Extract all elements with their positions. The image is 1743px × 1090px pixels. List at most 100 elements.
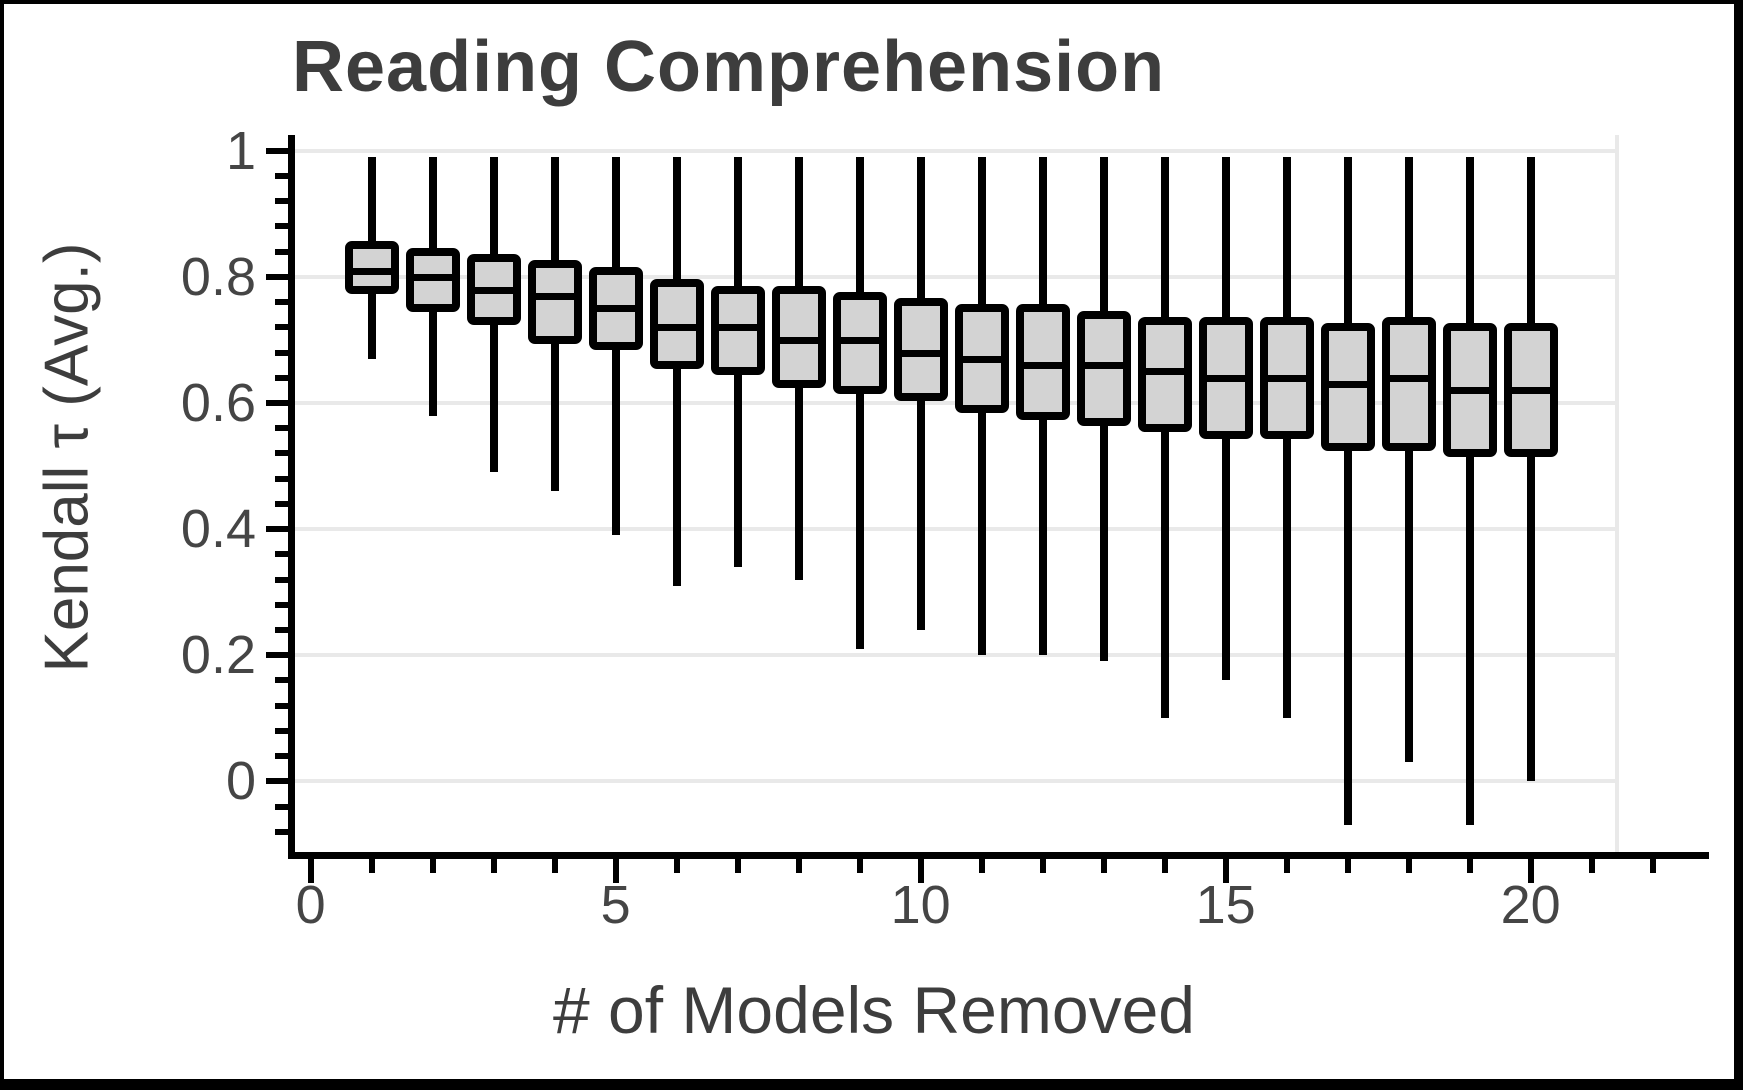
y-minor-tick xyxy=(275,828,288,835)
y-minor-tick xyxy=(275,601,288,608)
y-minor-tick xyxy=(275,475,288,482)
x-minor-tick xyxy=(1100,859,1107,873)
box-median-line xyxy=(960,355,1003,363)
y-minor-tick xyxy=(275,753,288,760)
x-minor-tick xyxy=(1466,859,1473,873)
box-median-line xyxy=(1326,381,1369,389)
panel-right-edge xyxy=(1615,135,1619,856)
x-minor-tick xyxy=(734,859,741,873)
x-minor-tick xyxy=(490,859,497,873)
y-major-tick xyxy=(266,147,288,154)
y-minor-tick xyxy=(275,198,288,205)
y-minor-tick xyxy=(275,551,288,558)
y-minor-tick xyxy=(275,576,288,583)
y-minor-tick xyxy=(275,702,288,709)
gridline-y xyxy=(292,527,1618,532)
x-minor-tick xyxy=(1283,859,1290,873)
x-minor-tick xyxy=(1039,859,1046,873)
y-major-tick xyxy=(266,526,288,533)
x-minor-tick xyxy=(1344,859,1351,873)
x-minor-tick xyxy=(673,859,680,873)
x-minor-tick xyxy=(551,859,558,873)
box-median-line xyxy=(1387,374,1430,382)
y-minor-tick xyxy=(275,299,288,306)
y-axis-spine xyxy=(288,135,295,856)
x-major-tick xyxy=(1222,859,1229,883)
box-median-line xyxy=(1448,387,1491,395)
y-minor-tick xyxy=(275,173,288,180)
x-minor-tick xyxy=(978,859,985,873)
y-tick-label: 1 xyxy=(225,120,256,181)
x-tick-label: 10 xyxy=(890,875,951,935)
x-major-tick xyxy=(1527,859,1534,883)
box-median-line xyxy=(838,336,881,344)
y-major-tick xyxy=(266,273,288,280)
y-tick-label: 0.6 xyxy=(180,373,256,433)
box-median-line xyxy=(777,336,820,344)
box-iqr xyxy=(771,285,826,389)
y-tick-label: 0.2 xyxy=(180,625,256,686)
x-major-tick xyxy=(917,859,924,883)
gridline-y xyxy=(292,653,1618,658)
gridline-y xyxy=(292,274,1618,279)
y-major-tick xyxy=(266,400,288,406)
box-median-line xyxy=(350,267,393,275)
x-minor-tick xyxy=(429,859,436,873)
y-minor-tick xyxy=(275,248,288,255)
x-minor-tick xyxy=(1588,859,1595,873)
box-whisker xyxy=(1160,157,1169,719)
box-whisker xyxy=(1465,157,1474,826)
x-minor-tick xyxy=(1405,859,1412,873)
y-minor-tick xyxy=(275,803,288,810)
y-minor-tick xyxy=(275,223,288,230)
x-tick-label: 15 xyxy=(1195,875,1256,935)
box-whisker xyxy=(672,157,681,586)
gridline-y xyxy=(292,148,1618,153)
y-minor-tick xyxy=(275,500,288,507)
x-tick-label: 0 xyxy=(295,875,326,935)
box-median-line xyxy=(655,324,698,332)
y-major-tick xyxy=(266,652,288,659)
chart-title: Reading Comprehension xyxy=(292,27,1166,107)
y-minor-tick xyxy=(275,626,288,633)
y-tick-label: 0 xyxy=(225,751,256,812)
x-minor-tick xyxy=(856,859,863,873)
y-tick-label: 0.4 xyxy=(180,499,256,560)
gridline-y xyxy=(292,779,1618,784)
box-median-line xyxy=(1143,368,1186,376)
x-axis-label: # of Models Removed xyxy=(553,973,1195,1047)
box-whisker xyxy=(1404,157,1413,763)
x-tick-label: 20 xyxy=(1500,875,1561,935)
x-tick-label: 5 xyxy=(600,875,631,935)
box-median-line xyxy=(1509,387,1552,395)
box-iqr xyxy=(1259,317,1314,439)
y-tick-label: 0.8 xyxy=(180,246,256,307)
box-whisker xyxy=(1343,157,1352,826)
box-median-line xyxy=(472,286,515,294)
box-median-line xyxy=(594,305,637,313)
box-iqr xyxy=(1381,317,1436,452)
box-iqr xyxy=(649,279,704,370)
box-iqr xyxy=(527,260,582,344)
box-median-line xyxy=(411,273,454,281)
box-iqr xyxy=(893,298,948,401)
box-median-line xyxy=(533,292,576,300)
y-minor-tick xyxy=(275,374,288,381)
box-whisker xyxy=(855,157,864,649)
y-minor-tick xyxy=(275,450,288,457)
box-median-line xyxy=(716,324,759,332)
y-minor-tick xyxy=(275,349,288,356)
x-minor-tick xyxy=(368,859,375,873)
box-median-line xyxy=(1082,362,1125,370)
y-minor-tick xyxy=(275,425,288,432)
x-axis-spine xyxy=(288,852,1709,859)
x-major-tick xyxy=(612,859,619,883)
y-minor-tick xyxy=(275,677,288,684)
box-median-line xyxy=(1021,362,1064,370)
box-median-line xyxy=(1265,374,1308,382)
y-minor-tick xyxy=(275,727,288,734)
x-major-tick xyxy=(307,859,314,883)
x-minor-tick xyxy=(795,859,802,873)
box-median-line xyxy=(899,349,942,357)
